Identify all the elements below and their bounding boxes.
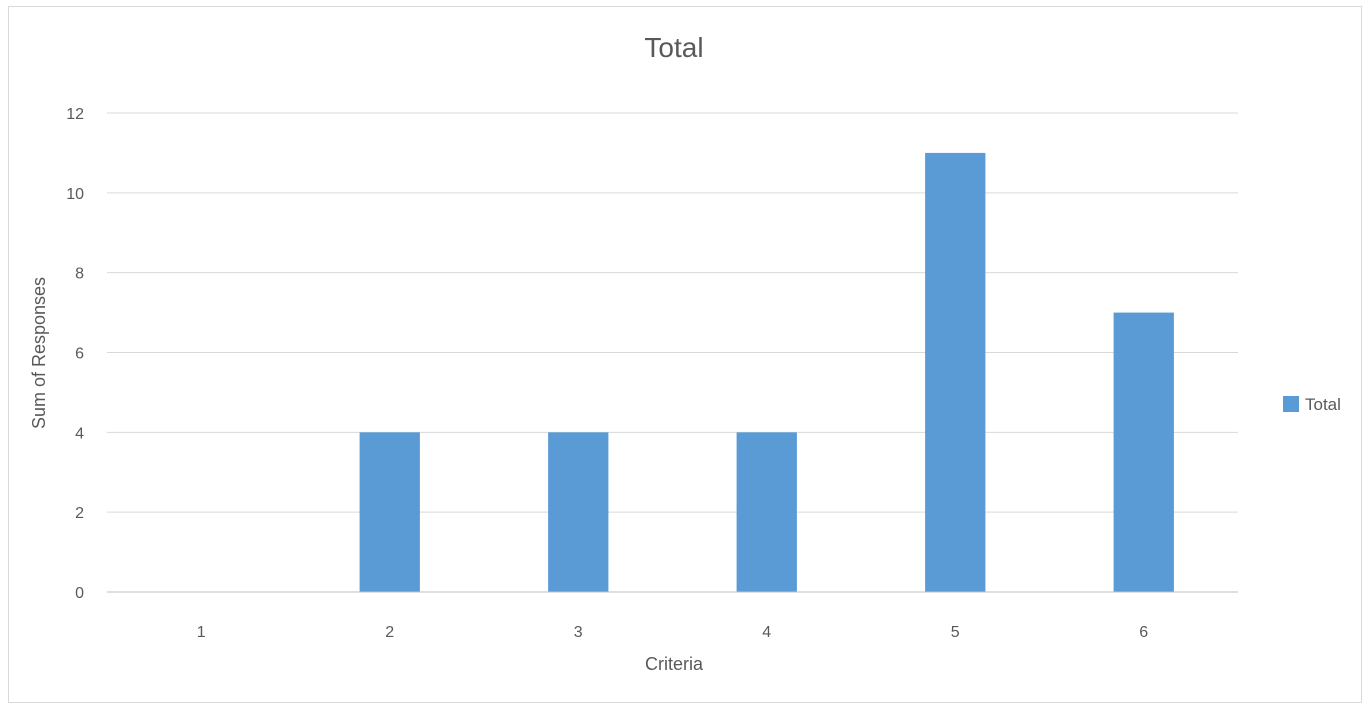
legend-swatch xyxy=(1283,396,1299,412)
bar-3 xyxy=(548,432,609,592)
x-tick-label: 5 xyxy=(951,624,960,641)
legend: Total xyxy=(1283,395,1341,414)
bar-6 xyxy=(1113,312,1174,592)
y-tick-label: 12 xyxy=(66,106,84,123)
x-tick-labels: 1 2 3 4 5 6 xyxy=(197,624,1149,641)
y-tick-label: 0 xyxy=(75,585,84,602)
bars xyxy=(359,152,1174,592)
bar-2 xyxy=(359,432,420,592)
x-tick-label: 2 xyxy=(385,624,394,641)
x-tick-label: 1 xyxy=(197,624,206,641)
bar-4 xyxy=(736,432,797,592)
y-tick-label: 6 xyxy=(75,346,84,363)
y-axis-label: Sum of Responses xyxy=(29,277,49,429)
bar-5 xyxy=(925,152,986,592)
x-tick-label: 4 xyxy=(762,624,771,641)
y-tick-label: 8 xyxy=(75,266,84,283)
y-tick-label: 10 xyxy=(66,186,84,203)
legend-label: Total xyxy=(1305,395,1341,414)
gridlines xyxy=(107,112,1238,513)
chart-title: Total xyxy=(644,32,703,63)
x-tick-label: 3 xyxy=(574,624,583,641)
y-tick-label: 2 xyxy=(75,505,84,522)
y-tick-labels: 0 2 4 6 8 10 12 xyxy=(66,106,84,602)
x-tick-label: 6 xyxy=(1139,624,1148,641)
x-axis-label: Criteria xyxy=(645,654,704,674)
y-tick-label: 4 xyxy=(75,425,84,442)
